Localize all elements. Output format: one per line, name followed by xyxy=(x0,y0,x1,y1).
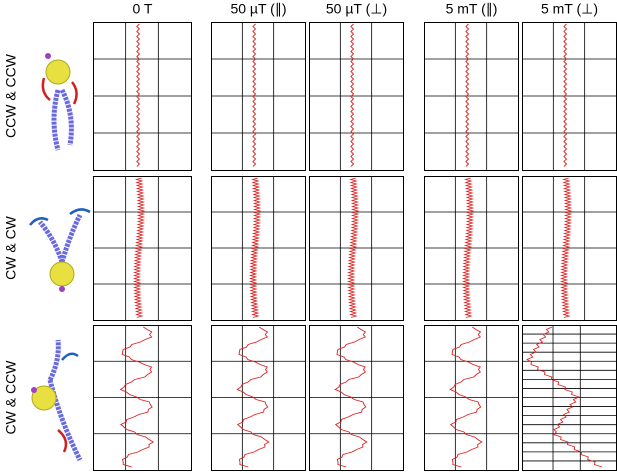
trajectory xyxy=(449,326,483,468)
icon-ccw-ccw xyxy=(41,53,78,151)
trajectory xyxy=(350,23,355,167)
icon-cw-cw xyxy=(29,208,91,292)
panel xyxy=(424,22,519,171)
panel xyxy=(309,176,404,321)
panel xyxy=(211,325,306,471)
row-label: CW & CCW xyxy=(3,360,19,435)
panel xyxy=(93,325,192,471)
panel xyxy=(522,325,617,471)
panel xyxy=(309,22,404,171)
panel xyxy=(211,22,306,171)
panel xyxy=(522,176,617,321)
column-header: 5 mT (∥) xyxy=(446,1,498,17)
trajectory xyxy=(119,326,155,468)
panel xyxy=(424,176,519,321)
icon-cw-ccw xyxy=(31,339,83,462)
trajectory xyxy=(334,326,368,468)
panel xyxy=(211,176,306,321)
trajectory xyxy=(248,177,262,318)
trajectory xyxy=(252,23,257,167)
panel xyxy=(93,22,192,171)
panel xyxy=(522,22,617,171)
column-header: 50 µT (⊥) xyxy=(326,1,387,17)
row-label: CW & CW xyxy=(3,215,19,280)
trajectory xyxy=(559,177,573,318)
trajectory xyxy=(465,23,470,167)
trajectory xyxy=(346,177,360,318)
trajectory xyxy=(563,23,568,167)
panel xyxy=(93,176,192,321)
row-label: CCW & CCW xyxy=(3,53,19,138)
trajectory xyxy=(132,177,146,318)
column-header: 0 T xyxy=(133,1,153,17)
column-header: 5 mT (⊥) xyxy=(541,1,598,17)
panel xyxy=(424,325,519,471)
trajectory xyxy=(461,177,475,318)
trajectory xyxy=(526,326,603,468)
trajectory xyxy=(236,326,270,468)
column-header: 50 µT (∥) xyxy=(230,1,286,17)
panel xyxy=(309,325,404,471)
trajectory xyxy=(136,23,141,167)
